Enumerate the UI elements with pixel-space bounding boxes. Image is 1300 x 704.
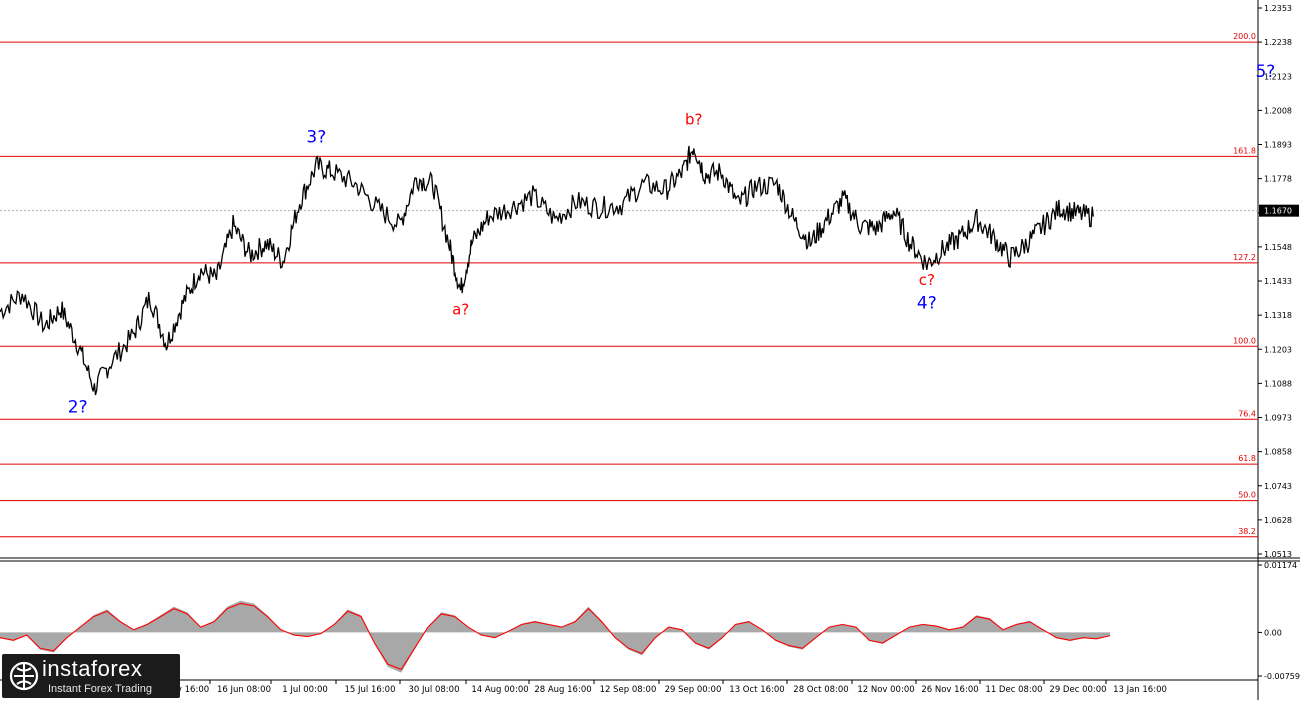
price-tick-label: 1.1893 bbox=[1264, 141, 1292, 150]
wave-label: 4? bbox=[917, 294, 937, 314]
time-tick-label: 16 Jun 08:00 bbox=[217, 685, 271, 695]
oscillator-signal-line bbox=[0, 602, 1111, 671]
fib-level-label: 61.8 bbox=[1238, 454, 1256, 463]
oscillator-histogram bbox=[0, 600, 1110, 673]
time-tick-label: 29 Sep 00:00 bbox=[665, 685, 722, 695]
time-tick-label: 11 Dec 08:00 bbox=[985, 685, 1042, 695]
time-tick-label: 13 Oct 16:00 bbox=[729, 685, 784, 695]
current-price-label: 1.1670 bbox=[1264, 207, 1292, 216]
fib-level-label: 100.0 bbox=[1233, 336, 1256, 345]
instaforex-logo: instaforex Instant Forex Trading bbox=[2, 654, 180, 698]
price-tick-label: 1.1548 bbox=[1264, 243, 1292, 252]
fib-level-label: 161.8 bbox=[1233, 146, 1256, 155]
fib-level-label: 50.0 bbox=[1238, 491, 1256, 500]
price-tick-label: 1.1778 bbox=[1264, 175, 1292, 184]
price-tick-label: 1.2123 bbox=[1264, 72, 1292, 81]
time-tick-label: 30 May 16:00 bbox=[151, 685, 209, 695]
wave-label: c? bbox=[919, 271, 935, 289]
price-tick-label: 1.1433 bbox=[1264, 277, 1292, 286]
oscillator-tick-label: 0.01174 bbox=[1264, 561, 1297, 570]
time-tick-label: 28 Oct 08:00 bbox=[793, 685, 848, 695]
wave-label: b? bbox=[685, 111, 702, 129]
time-tick-label: 28 Aug 16:00 bbox=[534, 685, 591, 695]
time-tick-label: 12 Sep 08:00 bbox=[600, 685, 657, 695]
wave-label: 3? bbox=[306, 127, 326, 147]
price-tick-label: 1.0858 bbox=[1264, 448, 1292, 457]
fib-level-label: 76.4 bbox=[1238, 409, 1256, 418]
time-tick-label: 26 Nov 16:00 bbox=[921, 685, 978, 695]
price-line bbox=[0, 145, 1094, 396]
price-tick-label: 1.0513 bbox=[1264, 550, 1292, 559]
fib-level-label: 127.2 bbox=[1233, 253, 1256, 262]
fib-level-label: 200.0 bbox=[1233, 32, 1256, 41]
time-tick-label: 13 Jan 16:00 bbox=[1113, 685, 1167, 695]
price-tick-label: 1.0628 bbox=[1264, 516, 1292, 525]
oscillator-tick-label: -0.00759 bbox=[1264, 672, 1300, 681]
oscillator-tick-label: 0.00 bbox=[1264, 628, 1282, 637]
price-tick-label: 1.2238 bbox=[1264, 38, 1292, 47]
price-tick-label: 1.1088 bbox=[1264, 379, 1292, 388]
wave-label: 5? bbox=[1255, 62, 1275, 82]
globe-icon bbox=[9, 661, 39, 691]
time-tick-label: 14 Aug 00:00 bbox=[471, 685, 528, 695]
wave-label: a? bbox=[452, 301, 469, 319]
price-tick-label: 1.2008 bbox=[1264, 106, 1292, 115]
time-tick-label: 1 Jul 00:00 bbox=[282, 685, 328, 695]
time-tick-label: 29 Dec 00:00 bbox=[1049, 685, 1106, 695]
price-tick-label: 1.0973 bbox=[1264, 414, 1292, 423]
price-tick-label: 1.1318 bbox=[1264, 311, 1292, 320]
wave-label: 2? bbox=[68, 397, 88, 417]
logo-tagline: Instant Forex Trading bbox=[48, 683, 152, 695]
current-price-box bbox=[1259, 204, 1299, 217]
price-tick-label: 1.2353 bbox=[1264, 4, 1292, 13]
logo-wordmark: instaforex bbox=[42, 656, 143, 681]
time-tick-label: 12 Nov 00:00 bbox=[857, 685, 914, 695]
price-tick-label: 1.0743 bbox=[1264, 482, 1292, 491]
time-tick-label: 15 Jul 16:00 bbox=[345, 685, 396, 695]
price-tick-label: 1.1203 bbox=[1264, 345, 1292, 354]
fib-level-label: 38.2 bbox=[1238, 527, 1256, 536]
time-tick-label: 30 Jul 08:00 bbox=[409, 685, 460, 695]
